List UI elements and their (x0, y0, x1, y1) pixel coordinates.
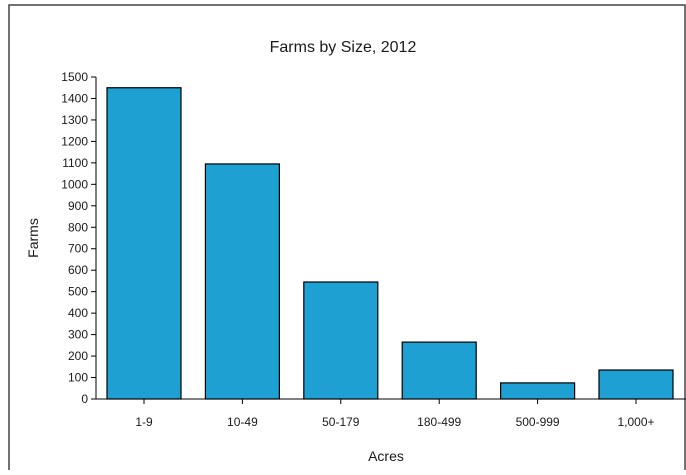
y-tick-label: 1000 (61, 177, 88, 191)
x-tick-label: 180-499 (417, 415, 461, 429)
y-axis-ticks: 0 100 200 300 400 500 600 700 800 900 1000 1100 1200… (61, 70, 96, 406)
y-tick-label: 0 (81, 392, 88, 406)
y-tick-label: 300 (68, 328, 88, 342)
y-tick-label: 800 (68, 220, 88, 234)
x-tick-label: 50-179 (322, 415, 360, 429)
y-tick-label: 900 (68, 199, 88, 213)
y-tick-label: 200 (68, 349, 88, 363)
x-axis-label: Acres (368, 448, 404, 464)
y-tick-label: 1100 (62, 156, 88, 170)
y-tick-label: 1200 (61, 134, 88, 148)
x-tick-label: 10-49 (227, 415, 258, 429)
x-axis-ticks: 1-9 10-49 50-179 180-499 500-999 1,000+ (135, 399, 655, 429)
y-tick-label: 1300 (61, 113, 88, 127)
y-tick-label: 400 (68, 306, 88, 320)
bar-1-000- (598, 369, 674, 400)
bars (106, 87, 674, 400)
y-tick-label: 100 (68, 371, 88, 385)
y-tick-label: 600 (68, 263, 88, 277)
y-tick-label: 500 (68, 285, 88, 299)
bar-10-49 (204, 163, 280, 400)
bar-500-999 (500, 382, 576, 400)
y-axis-label: Farms (25, 218, 41, 258)
x-tick-label: 500-999 (516, 415, 560, 429)
bar-1-9 (106, 87, 182, 400)
chart-title: Farms by Size, 2012 (270, 39, 417, 56)
y-tick-label: 1400 (61, 91, 88, 105)
bar-180-499 (401, 341, 477, 400)
y-tick-label: 700 (68, 242, 88, 256)
bar-50-179 (303, 281, 379, 400)
y-tick-label: 1500 (61, 70, 88, 84)
x-tick-label: 1-9 (135, 415, 153, 429)
x-tick-label: 1,000+ (617, 415, 654, 429)
